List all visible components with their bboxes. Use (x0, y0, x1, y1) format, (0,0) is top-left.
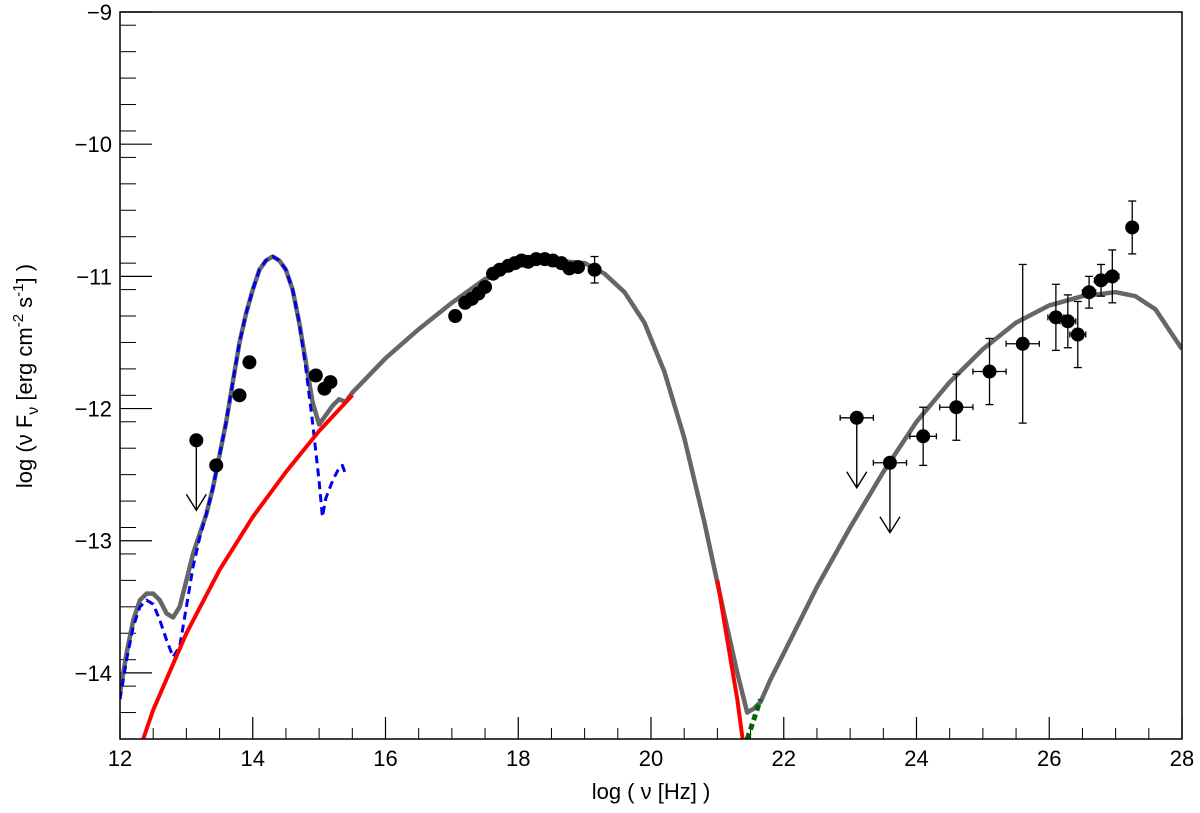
data-point (982, 364, 997, 379)
data-point (1048, 310, 1063, 325)
x-tick-label: 12 (108, 746, 132, 771)
upper-limit-point (882, 455, 897, 470)
plot-frame (119, 11, 1183, 740)
data-point (1015, 336, 1030, 351)
x-tick-label: 28 (1170, 746, 1194, 771)
series-thermal-component (120, 255, 348, 700)
upper-limit-arrowhead (879, 516, 901, 535)
data-point (242, 355, 257, 370)
data-point (323, 375, 338, 390)
y-axis-title-middle: [erg cm (12, 327, 37, 406)
data-point (1105, 269, 1120, 284)
upper-limit-arrowhead (846, 471, 868, 490)
y-tick-label: −9 (87, 0, 112, 25)
y-tick-label: −10 (75, 132, 112, 157)
y-axis-title-middle2: s (12, 297, 37, 314)
data-point (1060, 314, 1075, 329)
data-point (232, 388, 247, 403)
data-point (308, 368, 323, 383)
y-tick-label: −12 (75, 397, 112, 422)
data-point (1125, 220, 1140, 235)
series-synchrotron-cutoff (715, 580, 745, 739)
data-point (1070, 327, 1085, 342)
data-point (478, 279, 493, 294)
data-point (209, 458, 224, 473)
y-tick-label: −14 (75, 661, 112, 686)
data-point (1082, 285, 1097, 300)
data-point (587, 262, 602, 277)
data-point (916, 429, 931, 444)
y-axis-title-sup2: -1 (10, 283, 27, 296)
data-point (570, 260, 585, 275)
x-tick-label: 22 (772, 746, 796, 771)
x-tick-label: 16 (373, 746, 397, 771)
x-tick-label: 20 (639, 746, 663, 771)
x-tick-label: 26 (1037, 746, 1061, 771)
x-tick-label: 24 (904, 746, 928, 771)
y-axis-title-subscript: ν (25, 407, 42, 415)
model-curves (120, 254, 1182, 739)
y-axis-title-prefix: log (ν F (12, 415, 37, 488)
x-tick-label: 14 (241, 746, 265, 771)
series-compton-component (744, 698, 763, 739)
data-point (448, 309, 463, 324)
y-tick-label: −13 (75, 529, 112, 554)
data-point (949, 400, 964, 415)
upper-limit-point (849, 410, 864, 425)
upper-limit-arrowhead (185, 493, 207, 512)
data-points (185, 200, 1140, 535)
upper-limit-point (189, 433, 204, 448)
y-tick-label: −11 (76, 264, 112, 289)
y-axis-title: log (ν Fν [erg cm-2 s-1] ) (10, 264, 42, 488)
y-axis-title-suffix: ] ) (12, 264, 37, 284)
x-tick-label: 18 (506, 746, 530, 771)
data-point (1094, 273, 1109, 288)
x-axis-title: log ( ν [Hz] ) (592, 779, 711, 804)
y-axis-title-sup1: -2 (10, 314, 27, 327)
series-synchrotron-component (141, 393, 354, 739)
tick-labels: 12 14 16 18 20 22 24 26 28 −14 −13 −12 −11 −10 −9 (75, 0, 1195, 771)
